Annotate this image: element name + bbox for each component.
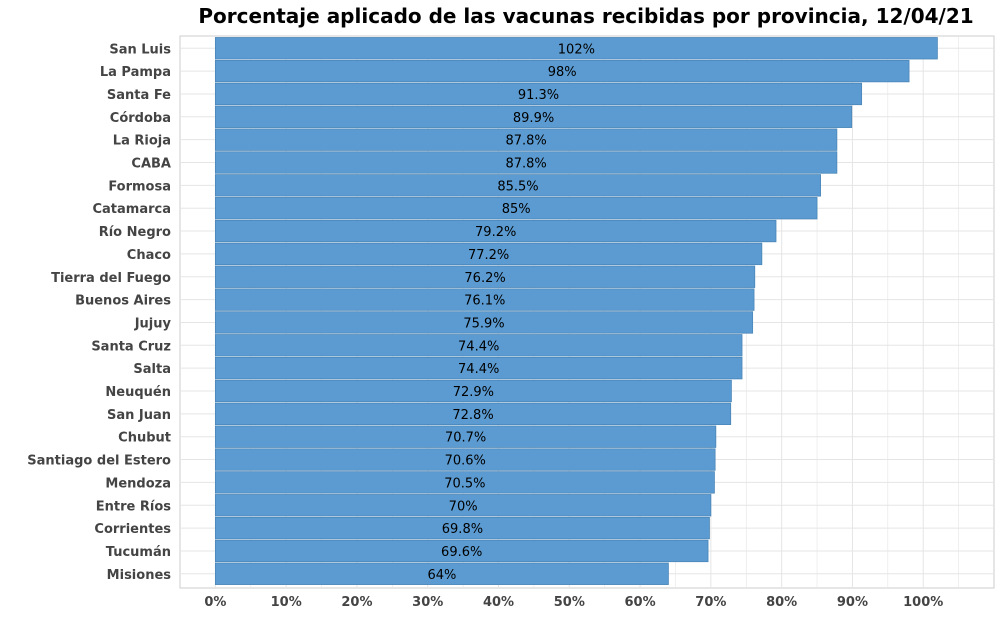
data-label: 70% bbox=[449, 499, 478, 514]
y-tick-label: Chubut bbox=[118, 431, 171, 446]
y-tick-label: Córdoba bbox=[110, 111, 171, 126]
data-label: 98% bbox=[548, 65, 577, 80]
data-label: 72.9% bbox=[453, 385, 494, 400]
bar bbox=[214, 402, 732, 426]
data-label: 76.1% bbox=[464, 294, 505, 309]
y-tick-label: Neuquén bbox=[105, 385, 171, 400]
y-tick-label: Corrientes bbox=[94, 522, 171, 537]
chart-title: Porcentaje aplicado de las vacunas recib… bbox=[198, 4, 974, 28]
y-tick-label: Salta bbox=[133, 362, 171, 377]
bar bbox=[214, 197, 818, 220]
data-label: 89.9% bbox=[513, 111, 554, 126]
bar bbox=[214, 379, 732, 403]
bar bbox=[214, 82, 863, 106]
y-tick-label: Santa Fe bbox=[107, 88, 171, 103]
bar bbox=[214, 562, 669, 585]
x-tick-label: 0% bbox=[204, 595, 226, 610]
x-tick-label: 20% bbox=[341, 595, 372, 610]
bars bbox=[214, 37, 938, 585]
bar bbox=[214, 471, 715, 494]
y-tick-label: La Rioja bbox=[113, 134, 171, 149]
data-label: 70.6% bbox=[445, 454, 486, 469]
bar bbox=[214, 59, 910, 83]
x-tick-label: 80% bbox=[766, 595, 797, 610]
x-tick-label: 30% bbox=[412, 595, 443, 610]
x-tick-label: 50% bbox=[554, 595, 585, 610]
y-tick-label: San Luis bbox=[109, 42, 171, 57]
y-tick-label: San Juan bbox=[107, 408, 171, 423]
x-tick-label: 100% bbox=[903, 595, 943, 610]
bar bbox=[214, 311, 754, 334]
x-tick-label: 40% bbox=[483, 595, 514, 610]
data-label: 76.2% bbox=[464, 271, 505, 286]
y-tick-label: Tucumán bbox=[106, 545, 171, 560]
y-tick-label: Buenos Aires bbox=[75, 294, 171, 309]
data-label: 70.7% bbox=[445, 431, 486, 446]
y-tick-label: Formosa bbox=[108, 179, 171, 194]
y-tick-label: La Pampa bbox=[100, 65, 171, 80]
data-label: 85% bbox=[502, 202, 531, 217]
y-tick-label: Chaco bbox=[127, 248, 171, 263]
bar bbox=[214, 105, 853, 128]
y-tick-label: CABA bbox=[131, 157, 171, 172]
x-tick-label: 90% bbox=[837, 595, 868, 610]
y-tick-label: Catamarca bbox=[92, 202, 171, 217]
bar bbox=[214, 128, 838, 151]
bar bbox=[214, 334, 743, 357]
y-axis-labels: San Luis La Pampa Santa Fe Córdoba La Rioja C… bbox=[27, 42, 171, 583]
y-tick-label: Entre Ríos bbox=[96, 499, 172, 514]
x-axis-labels: 0% 10% 20% 30% 40% 50% 60% 70% 80% 90% 100% bbox=[204, 595, 943, 610]
data-label: 102% bbox=[558, 42, 595, 57]
bar bbox=[214, 174, 821, 197]
data-label: 74.4% bbox=[458, 362, 499, 377]
y-tick-label: Jujuy bbox=[134, 316, 172, 331]
data-label: 87.8% bbox=[505, 134, 546, 149]
bar bbox=[214, 356, 743, 380]
bar bbox=[214, 37, 938, 60]
data-label: 87.8% bbox=[505, 157, 546, 172]
y-tick-label: Misiones bbox=[107, 568, 172, 583]
data-label: 91.3% bbox=[518, 88, 559, 103]
data-label: 79.2% bbox=[475, 225, 516, 240]
data-labels: 102% 98% 91.3% 89.9% 87.8% 87.8% 85.5% 85% 79.2%… bbox=[427, 42, 595, 583]
x-tick-label: 10% bbox=[271, 595, 302, 610]
x-tick-label: 70% bbox=[695, 595, 726, 610]
y-tick-label: Mendoza bbox=[105, 476, 171, 491]
data-label: 69.8% bbox=[442, 522, 483, 537]
data-label: 72.8% bbox=[452, 408, 493, 423]
data-label: 74.4% bbox=[458, 339, 499, 354]
y-tick-label: Santa Cruz bbox=[91, 339, 171, 354]
data-label: 64% bbox=[427, 568, 456, 583]
data-label: 70.5% bbox=[444, 476, 485, 491]
bar bbox=[214, 539, 709, 563]
x-tick-label: 60% bbox=[625, 595, 656, 610]
bar bbox=[214, 151, 838, 174]
data-label: 75.9% bbox=[463, 316, 504, 331]
bar bbox=[214, 448, 716, 471]
bar bbox=[214, 288, 755, 311]
bar bbox=[214, 494, 712, 517]
bar bbox=[214, 242, 763, 266]
bar bbox=[214, 425, 717, 448]
y-tick-label: Tierra del Fuego bbox=[51, 271, 171, 286]
bar bbox=[214, 219, 777, 243]
data-label: 85.5% bbox=[497, 179, 538, 194]
y-tick-label: Santiago del Estero bbox=[27, 454, 171, 469]
bar bbox=[214, 516, 710, 540]
y-tick-label: Río Negro bbox=[99, 225, 171, 240]
data-label: 77.2% bbox=[468, 248, 509, 263]
bar bbox=[214, 265, 756, 288]
data-label: 69.6% bbox=[441, 545, 482, 560]
